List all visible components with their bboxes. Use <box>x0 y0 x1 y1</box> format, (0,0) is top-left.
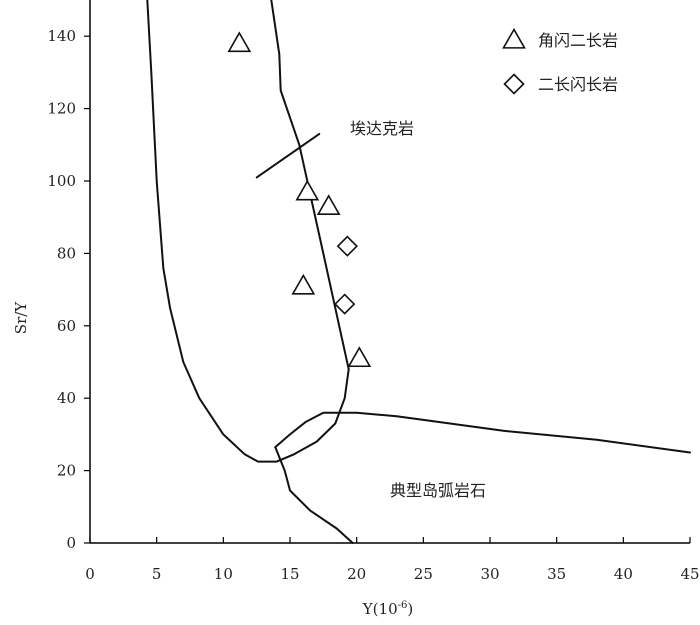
legend-label: 二长闪长岩 <box>538 75 618 94</box>
y-tick-label: 140 <box>47 27 76 45</box>
diamond-data-point <box>334 293 356 315</box>
x-axis-label-main: Y(10 <box>362 600 398 618</box>
island-arc-field-upper <box>274 411 691 454</box>
y-axis-ticks: 0 20 40 60 80 100 120 140 <box>47 27 90 552</box>
diamond-data-point <box>336 235 358 257</box>
x-axis-label: Y(10-6) <box>362 600 413 618</box>
x-axis-ticks: 0 5 10 15 20 25 30 35 40 45 <box>85 537 700 583</box>
adakite-field-right <box>270 0 350 371</box>
y-axis-label: Sr/Y <box>12 301 30 335</box>
triangle-data-point <box>316 194 341 216</box>
legend-diamond-marker <box>503 73 525 95</box>
y-tick-label: 60 <box>57 317 76 335</box>
legend-label: 角闪二长岩 <box>538 31 618 50</box>
x-axis-label-close: ) <box>407 600 413 618</box>
field-annotation-label: 埃达克岩 <box>350 119 414 138</box>
legend-triangle-marker <box>502 27 526 49</box>
x-tick-label: 25 <box>414 565 433 583</box>
x-tick-label: 20 <box>347 565 366 583</box>
axes: 0 5 10 15 20 25 30 35 40 45 0 20 40 60 80 100 120 140 <box>47 0 700 583</box>
field-annotation-label: 典型岛弧岩石 <box>390 481 486 500</box>
field-boundaries <box>146 0 691 544</box>
y-tick-label: 40 <box>57 389 76 407</box>
triangle-data-point <box>227 31 252 53</box>
y-tick-label: 0 <box>66 534 76 552</box>
x-tick-label: 45 <box>680 565 699 583</box>
triangle-data-point <box>291 273 316 295</box>
triangle-data-point <box>347 346 372 368</box>
adakite-field-left <box>146 0 350 463</box>
x-tick-label: 40 <box>614 565 633 583</box>
y-tick-label: 120 <box>47 100 76 118</box>
y-tick-label: 80 <box>57 244 76 262</box>
x-tick-label: 10 <box>214 565 233 583</box>
x-tick-label: 0 <box>85 565 95 583</box>
island-arc-field-lower <box>274 446 354 544</box>
adakite-divider-tick <box>255 132 321 179</box>
y-tick-label: 100 <box>47 172 76 190</box>
triangle-data-point <box>295 179 320 201</box>
x-tick-label: 30 <box>480 565 499 583</box>
x-axis-label-superscript: -6 <box>398 600 408 611</box>
x-tick-label: 35 <box>547 565 566 583</box>
x-tick-label: 15 <box>280 565 299 583</box>
x-tick-label: 5 <box>152 565 162 583</box>
y-tick-label: 20 <box>57 462 76 480</box>
data-points <box>227 31 372 368</box>
